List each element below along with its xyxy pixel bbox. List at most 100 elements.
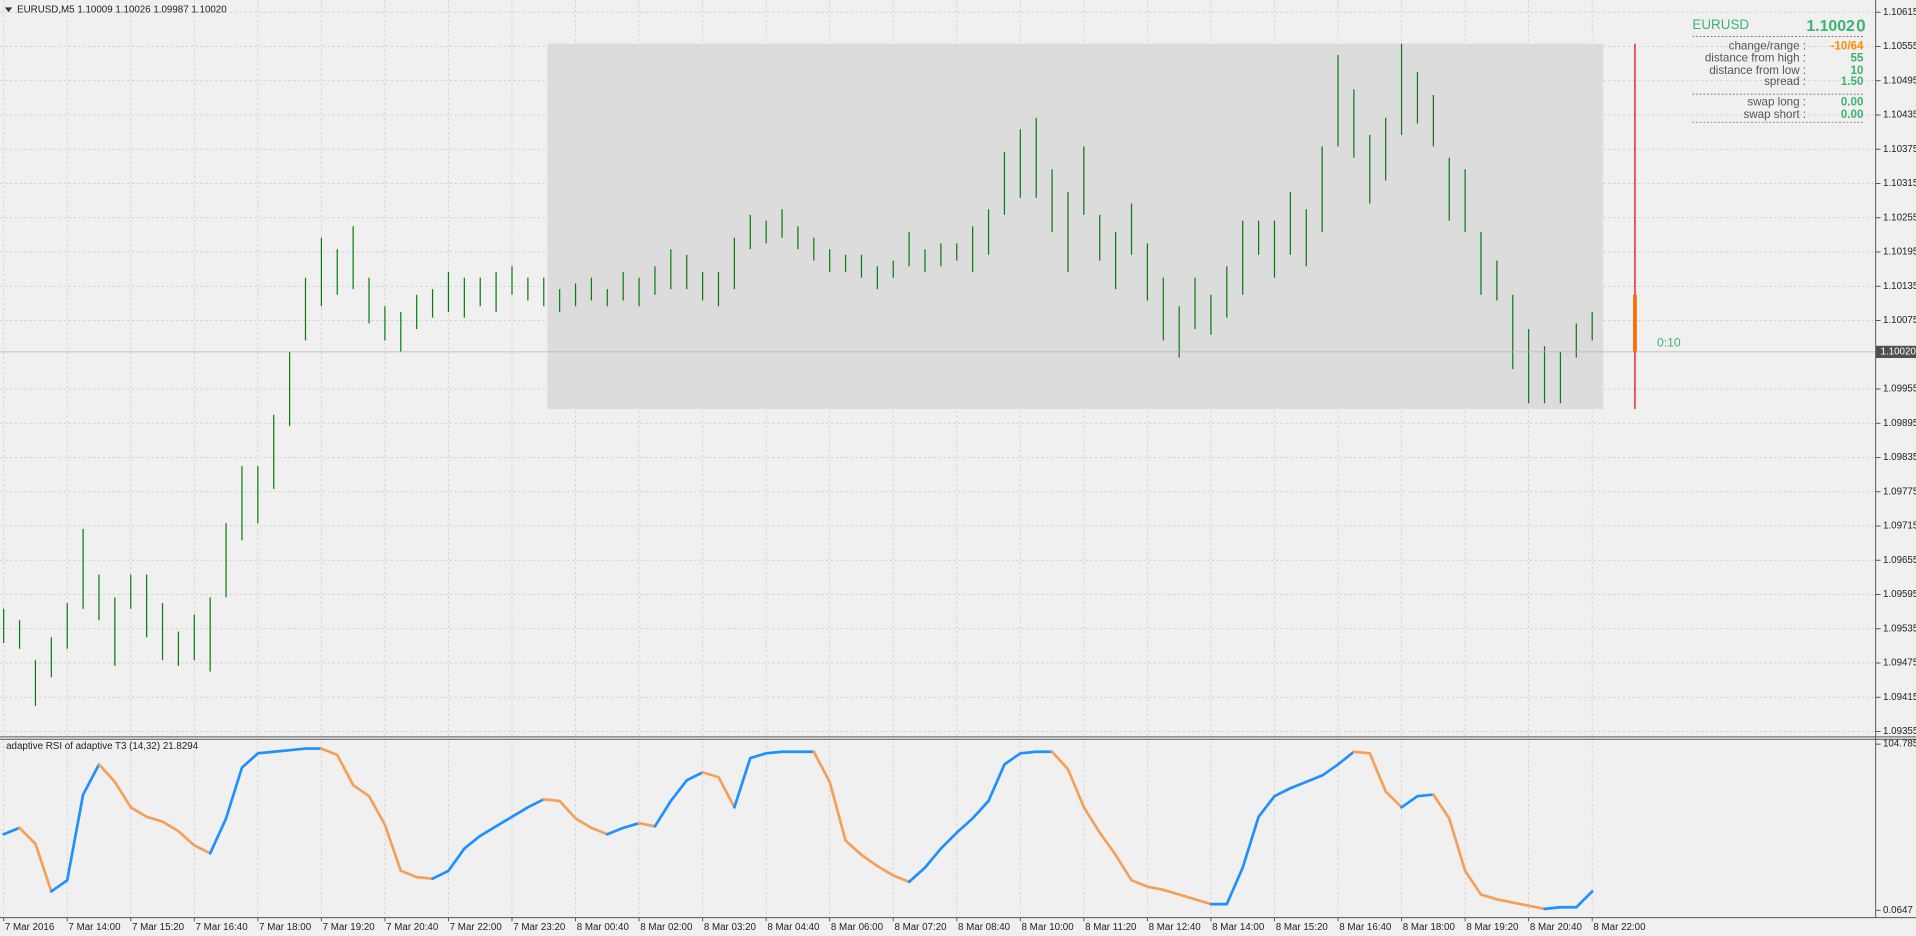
- rsi-line: [605, 821, 641, 836]
- y-tick-label: 0.0647: [1883, 905, 1913, 916]
- x-tick-label: 8 Mar 04:40: [767, 922, 820, 933]
- y-tick-label: 1.10075: [1883, 315, 1916, 326]
- rsi-line: [208, 747, 323, 855]
- rsi-line: [812, 750, 911, 884]
- panel-value: 10: [1851, 64, 1864, 77]
- x-tick-label: 7 Mar 19:20: [323, 922, 376, 933]
- rsi-line: [701, 771, 736, 809]
- box-layer: [547, 43, 1604, 409]
- x-tick-label: 7 Mar 18:00: [259, 922, 312, 933]
- rsi-line: [1050, 750, 1213, 906]
- y-tick-label: 1.10375: [1883, 144, 1916, 155]
- rsi-line: [320, 747, 434, 881]
- current-bar: [1633, 294, 1637, 352]
- panel-price: 1.1002: [1806, 18, 1855, 35]
- x-tick-label: 7 Mar 22:00: [450, 922, 503, 933]
- x-tick-label: 7 Mar 23:20: [513, 922, 566, 933]
- x-tick-label: 8 Mar 16:40: [1339, 922, 1392, 933]
- x-tick-label: 8 Mar 06:00: [831, 922, 884, 933]
- rsi-line: [431, 798, 546, 881]
- bid-tag: [1875, 345, 1916, 359]
- rsi-line: [2, 826, 21, 836]
- x-tick-label: 8 Mar 22:00: [1593, 922, 1646, 933]
- panel-value: -10/64: [1831, 39, 1864, 52]
- grid-layer: [0, 0, 1876, 917]
- rsi-line: [18, 826, 53, 893]
- rsi-layer: [2, 747, 1594, 911]
- y-tick-label: 1.10555: [1883, 41, 1916, 52]
- x-tick-label: 7 Mar 16:40: [196, 922, 249, 933]
- bar-timer: 0:10: [1657, 336, 1681, 350]
- x-tick-label: 7 Mar 2016: [5, 922, 54, 933]
- y-tick-label: 1.10495: [1883, 75, 1916, 86]
- rsi-line: [1543, 890, 1594, 911]
- y-tick-label: 1.10135: [1883, 281, 1916, 292]
- panel-value: 0.00: [1841, 108, 1864, 121]
- bid-label: 1.10020: [1881, 346, 1916, 357]
- x-tick-label: 8 Mar 00:40: [577, 922, 630, 933]
- rsi-line: [637, 821, 657, 828]
- panel-label: spread :: [1764, 75, 1806, 88]
- x-tick-label: 8 Mar 10:00: [1022, 922, 1075, 933]
- x-tick-label: 8 Mar 18:00: [1403, 922, 1456, 933]
- x-tick-label: 8 Mar 03:20: [704, 922, 757, 933]
- info-panel: EURUSD 1.1002 0 change/range : -10/64 dist…: [1692, 16, 1866, 123]
- y-tick-label: 1.09595: [1883, 589, 1916, 600]
- y-tick-label: 1.09715: [1883, 521, 1916, 532]
- rsi-line: [1209, 750, 1356, 906]
- x-tick-label: 7 Mar 15:20: [132, 922, 185, 933]
- y-tick-label: 1.09415: [1883, 692, 1916, 703]
- bar-layer: 0:10: [0, 43, 1876, 706]
- y-tick-label: 1.09535: [1883, 623, 1916, 634]
- x-tick-label: 8 Mar 12:40: [1149, 922, 1202, 933]
- y-tick-label: 1.10315: [1883, 178, 1916, 189]
- panel-value: 55: [1851, 52, 1864, 65]
- x-tick-label: 8 Mar 19:20: [1466, 922, 1519, 933]
- rsi-line: [733, 750, 816, 809]
- x-tick-label: 8 Mar 08:40: [958, 922, 1011, 933]
- x-tick-label: 8 Mar 07:20: [894, 922, 947, 933]
- panel-value: 0.00: [1841, 96, 1864, 109]
- y-tick-label: 1.10615: [1883, 7, 1916, 18]
- chart-title: EURUSD,M5 1.10009 1.10026 1.09987 1.1002…: [17, 4, 227, 15]
- y-tick-label: 1.09475: [1883, 658, 1916, 669]
- rsi-line: [1400, 793, 1435, 809]
- x-tick-label: 8 Mar 02:00: [640, 922, 693, 933]
- x-tick-label: 7 Mar 20:40: [386, 922, 439, 933]
- panel-label: swap long :: [1747, 96, 1806, 109]
- panel-price-digit: 0: [1856, 16, 1866, 35]
- panel-symbol: EURUSD: [1692, 17, 1749, 32]
- rsi-line: [653, 771, 704, 828]
- y-tick-label: 1.10255: [1883, 212, 1916, 223]
- rsi-line: [97, 763, 212, 855]
- x-tick-label: 8 Mar 14:00: [1212, 922, 1265, 933]
- x-tick-label: 8 Mar 15:20: [1276, 922, 1329, 933]
- indicator-title: adaptive RSI of adaptive T3 (14,32) 21.8…: [6, 741, 199, 752]
- rsi-line: [1352, 750, 1403, 809]
- y-tick-label: 1.09775: [1883, 486, 1916, 497]
- panel-label: distance from high :: [1705, 52, 1806, 65]
- menu-triangle[interactable]: [4, 7, 13, 13]
- range-box: [547, 43, 1604, 409]
- x-tick-label: 8 Mar 20:40: [1530, 922, 1583, 933]
- y-tick-label: 1.09655: [1883, 555, 1916, 566]
- rsi-line: [542, 798, 609, 836]
- y-tick-label: 1.09895: [1883, 418, 1916, 429]
- panel-label: distance from low :: [1709, 64, 1806, 77]
- y-tick-label: 1.09355: [1883, 726, 1916, 737]
- y-tick-label: 1.10435: [1883, 110, 1916, 121]
- rsi-line: [49, 763, 101, 893]
- x-tick-label: 8 Mar 11:20: [1085, 922, 1137, 933]
- panel-value: 1.50: [1841, 75, 1864, 88]
- panel-label: change/range :: [1729, 39, 1806, 52]
- axis-layer: 7 Mar 2016 7 Mar 14:00 7 Mar 15:20 7 Mar 16…: [3, 7, 1916, 933]
- y-tick-label: 1.09835: [1883, 452, 1916, 463]
- y-tick-label: 1.10195: [1883, 247, 1916, 258]
- y-tick-label: 1.09955: [1883, 384, 1916, 395]
- y-tick-label: 104.7859: [1883, 739, 1916, 750]
- rsi-line: [907, 750, 1054, 884]
- x-tick-label: 7 Mar 14:00: [68, 922, 121, 933]
- rsi-line: [1431, 793, 1546, 911]
